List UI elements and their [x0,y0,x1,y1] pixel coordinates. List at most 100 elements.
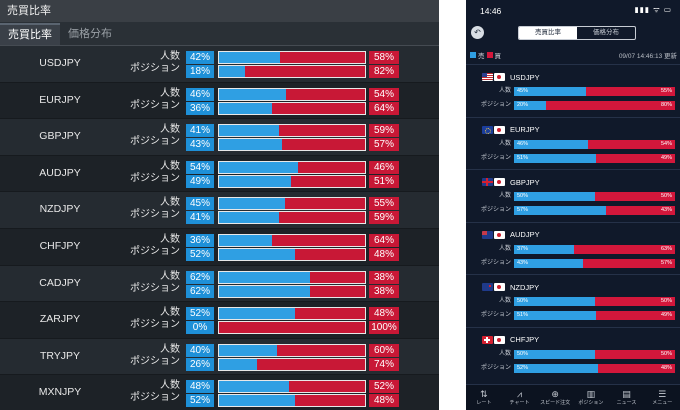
position-label: ポジション [480,154,511,161]
pair-name: ZARJPY [39,313,81,326]
position-sell-percent: 38% [369,284,399,298]
position-ratio-bar [218,394,366,408]
people-ratio-bar: 50% 50% [514,192,675,201]
position-buy-fill [514,153,597,163]
people-label: 人数 [160,197,180,209]
list-item[interactable]: EURJPY 人数 46% 54% ポジション 51% 49% [466,116,680,170]
desktop-ratio-list: USDJPY 人数 ポジション 42% 58% 18% 82% EURJPY 人数 ポジション 46… [0,46,439,410]
position-buy-fill [219,358,257,370]
table-row[interactable]: MXNJPY 人数 ポジション 48% 52% 52% 48% [0,375,439,410]
desktop-panel: 売買比率 売買比率 価格分布 USDJPY 人数 ポジション 42% 58% 18% 82%… [0,0,439,410]
position-label: ポジション [130,209,180,221]
table-row[interactable]: CHFJPY 人数 ポジション 36% 64% 52% 48% [0,228,439,266]
segment-price-distribution[interactable]: 価格分布 [593,29,619,36]
people-buy-fill [219,161,298,173]
position-sell-percent: 48% [660,364,672,371]
people-sell-percent: 55% [369,197,399,211]
position-ratio-line: ポジション 57% 43% [470,206,675,215]
list-item[interactable]: CHFJPY 人数 50% 50% ポジション 52% 48% [466,326,680,380]
list-item[interactable]: NZDJPY 人数 50% 50% ポジション 51% 49% [466,274,680,327]
tab-buy-sell-ratio[interactable]: 売買比率 [0,23,60,45]
people-ratio-line: 46% 54% [186,87,399,101]
people-buy-percent: 42% [186,51,214,64]
nav-item-position[interactable]: ▥ ポジション [573,385,609,410]
people-ratio-line: 54% 46% [186,160,399,174]
table-row[interactable]: USDJPY 人数 ポジション 42% 58% 18% 82% [0,46,439,83]
position-buy-percent: 43% [186,138,214,152]
jp-flag-icon [494,283,505,291]
people-sell-percent: 48% [369,307,399,321]
people-label: 人数 [498,350,511,357]
people-ratio-line: 45% 55% [186,197,399,211]
position-sell-percent: 80% [660,102,672,108]
table-row[interactable]: NZDJPY 人数 ポジション 45% 55% 41% 59% [0,192,439,229]
position-label: ポジション [130,245,180,257]
pair-header: CHFJPY [482,335,539,345]
position-sell-percent: 43% [660,207,672,213]
position-sell-percent: 49% [660,312,672,318]
panel-title: 売買比率 [0,0,439,22]
people-buy-percent: 50% [517,298,529,304]
people-ratio-line: 41% 59% [186,124,399,138]
nav-label: ニュース [616,400,637,406]
list-item[interactable]: GBPJPY 人数 50% 50% ポジション 57% 43% [466,169,680,222]
position-sell-percent: 59% [369,211,399,225]
people-label: 人数 [498,193,511,199]
people-buy-percent: 54% [186,160,214,174]
jp-flag-icon [494,335,505,344]
people-buy-fill [219,234,272,246]
table-row[interactable]: TRYJPY 人数 ポジション 40% 60% 26% 74% [0,338,439,376]
row-labels: 人数 ポジション [120,124,180,148]
position-buy-percent: 41% [186,211,214,225]
desktop-tab-bar: 売買比率 価格分布 [0,22,439,46]
position-buy-percent: 43% [517,259,529,266]
people-buy-percent: 62% [186,270,214,284]
pair-name: TRYJPY [39,349,81,362]
people-sell-percent: 50% [660,298,672,304]
table-row[interactable]: CADJPY 人数 ポジション 62% 38% 62% 38% [0,265,439,303]
eu-flag-icon [482,125,493,134]
position-buy-percent: 0% [186,321,214,335]
legend-buy-label: 売 [478,53,485,60]
position-ratio-bar: 51% 49% [514,311,675,320]
people-label: 人数 [160,380,180,392]
people-buy-percent: 37% [517,245,529,252]
people-label: 人数 [160,307,180,319]
people-buy-fill [514,349,595,359]
nav-item-speed-order[interactable]: ⊕ スピード注文 [537,385,573,410]
people-buy-fill [219,52,281,63]
position-label: ポジション [130,99,180,111]
position-ratio-line: ポジション 51% 49% [470,311,675,320]
table-row[interactable]: EURJPY 人数 ポジション 46% 54% 36% 64% [0,82,439,120]
nav-item-menu[interactable]: ☰ メニュー [644,385,680,410]
people-buy-fill [219,271,310,283]
row-labels: 人数 ポジション [120,88,180,112]
people-label: 人数 [498,245,511,252]
people-buy-percent: 52% [186,307,214,321]
pair-name: EURJPY [510,125,540,134]
table-row[interactable]: GBPJPY 人数 ポジション 41% 59% 43% 57% [0,119,439,156]
pair-name: USDJPY [39,57,81,69]
position-icon: ▥ [586,389,596,399]
segment-buy-sell-ratio[interactable]: 売買比率 [519,27,577,39]
position-sell-percent: 49% [660,154,672,161]
tab-price-distribution[interactable]: 価格分布 [68,28,112,40]
list-item[interactable]: USDJPY 人数 45% 55% ポジション 20% 80% [466,64,680,117]
position-ratio-line: ポジション 43% 57% [470,258,675,268]
nav-item-news[interactable]: ▤ ニュース [609,385,645,410]
back-arrow-icon[interactable]: ↶ [471,26,484,39]
position-ratio-bar [218,321,366,335]
nav-item-chart[interactable]: ⩘ チャート [502,385,538,410]
position-ratio-line: ポジション 52% 48% [470,363,675,373]
people-sell-percent: 58% [369,51,399,64]
nz-flag-icon [482,283,493,291]
nav-item-rate[interactable]: ⇅ レート [466,385,502,410]
list-item[interactable]: AUDJPY 人数 37% 63% ポジション 43% 57% [466,221,680,275]
table-row[interactable]: ZARJPY 人数 ポジション 52% 48% 0% 100% [0,302,439,339]
people-buy-percent: 36% [186,233,214,247]
position-sell-percent: 100% [369,321,399,335]
table-row[interactable]: AUDJPY 人数 ポジション 54% 46% 49% 51% [0,155,439,193]
people-ratio-bar [218,380,366,394]
people-ratio-bar [218,233,366,247]
position-ratio-bar: 43% 57% [514,258,675,268]
